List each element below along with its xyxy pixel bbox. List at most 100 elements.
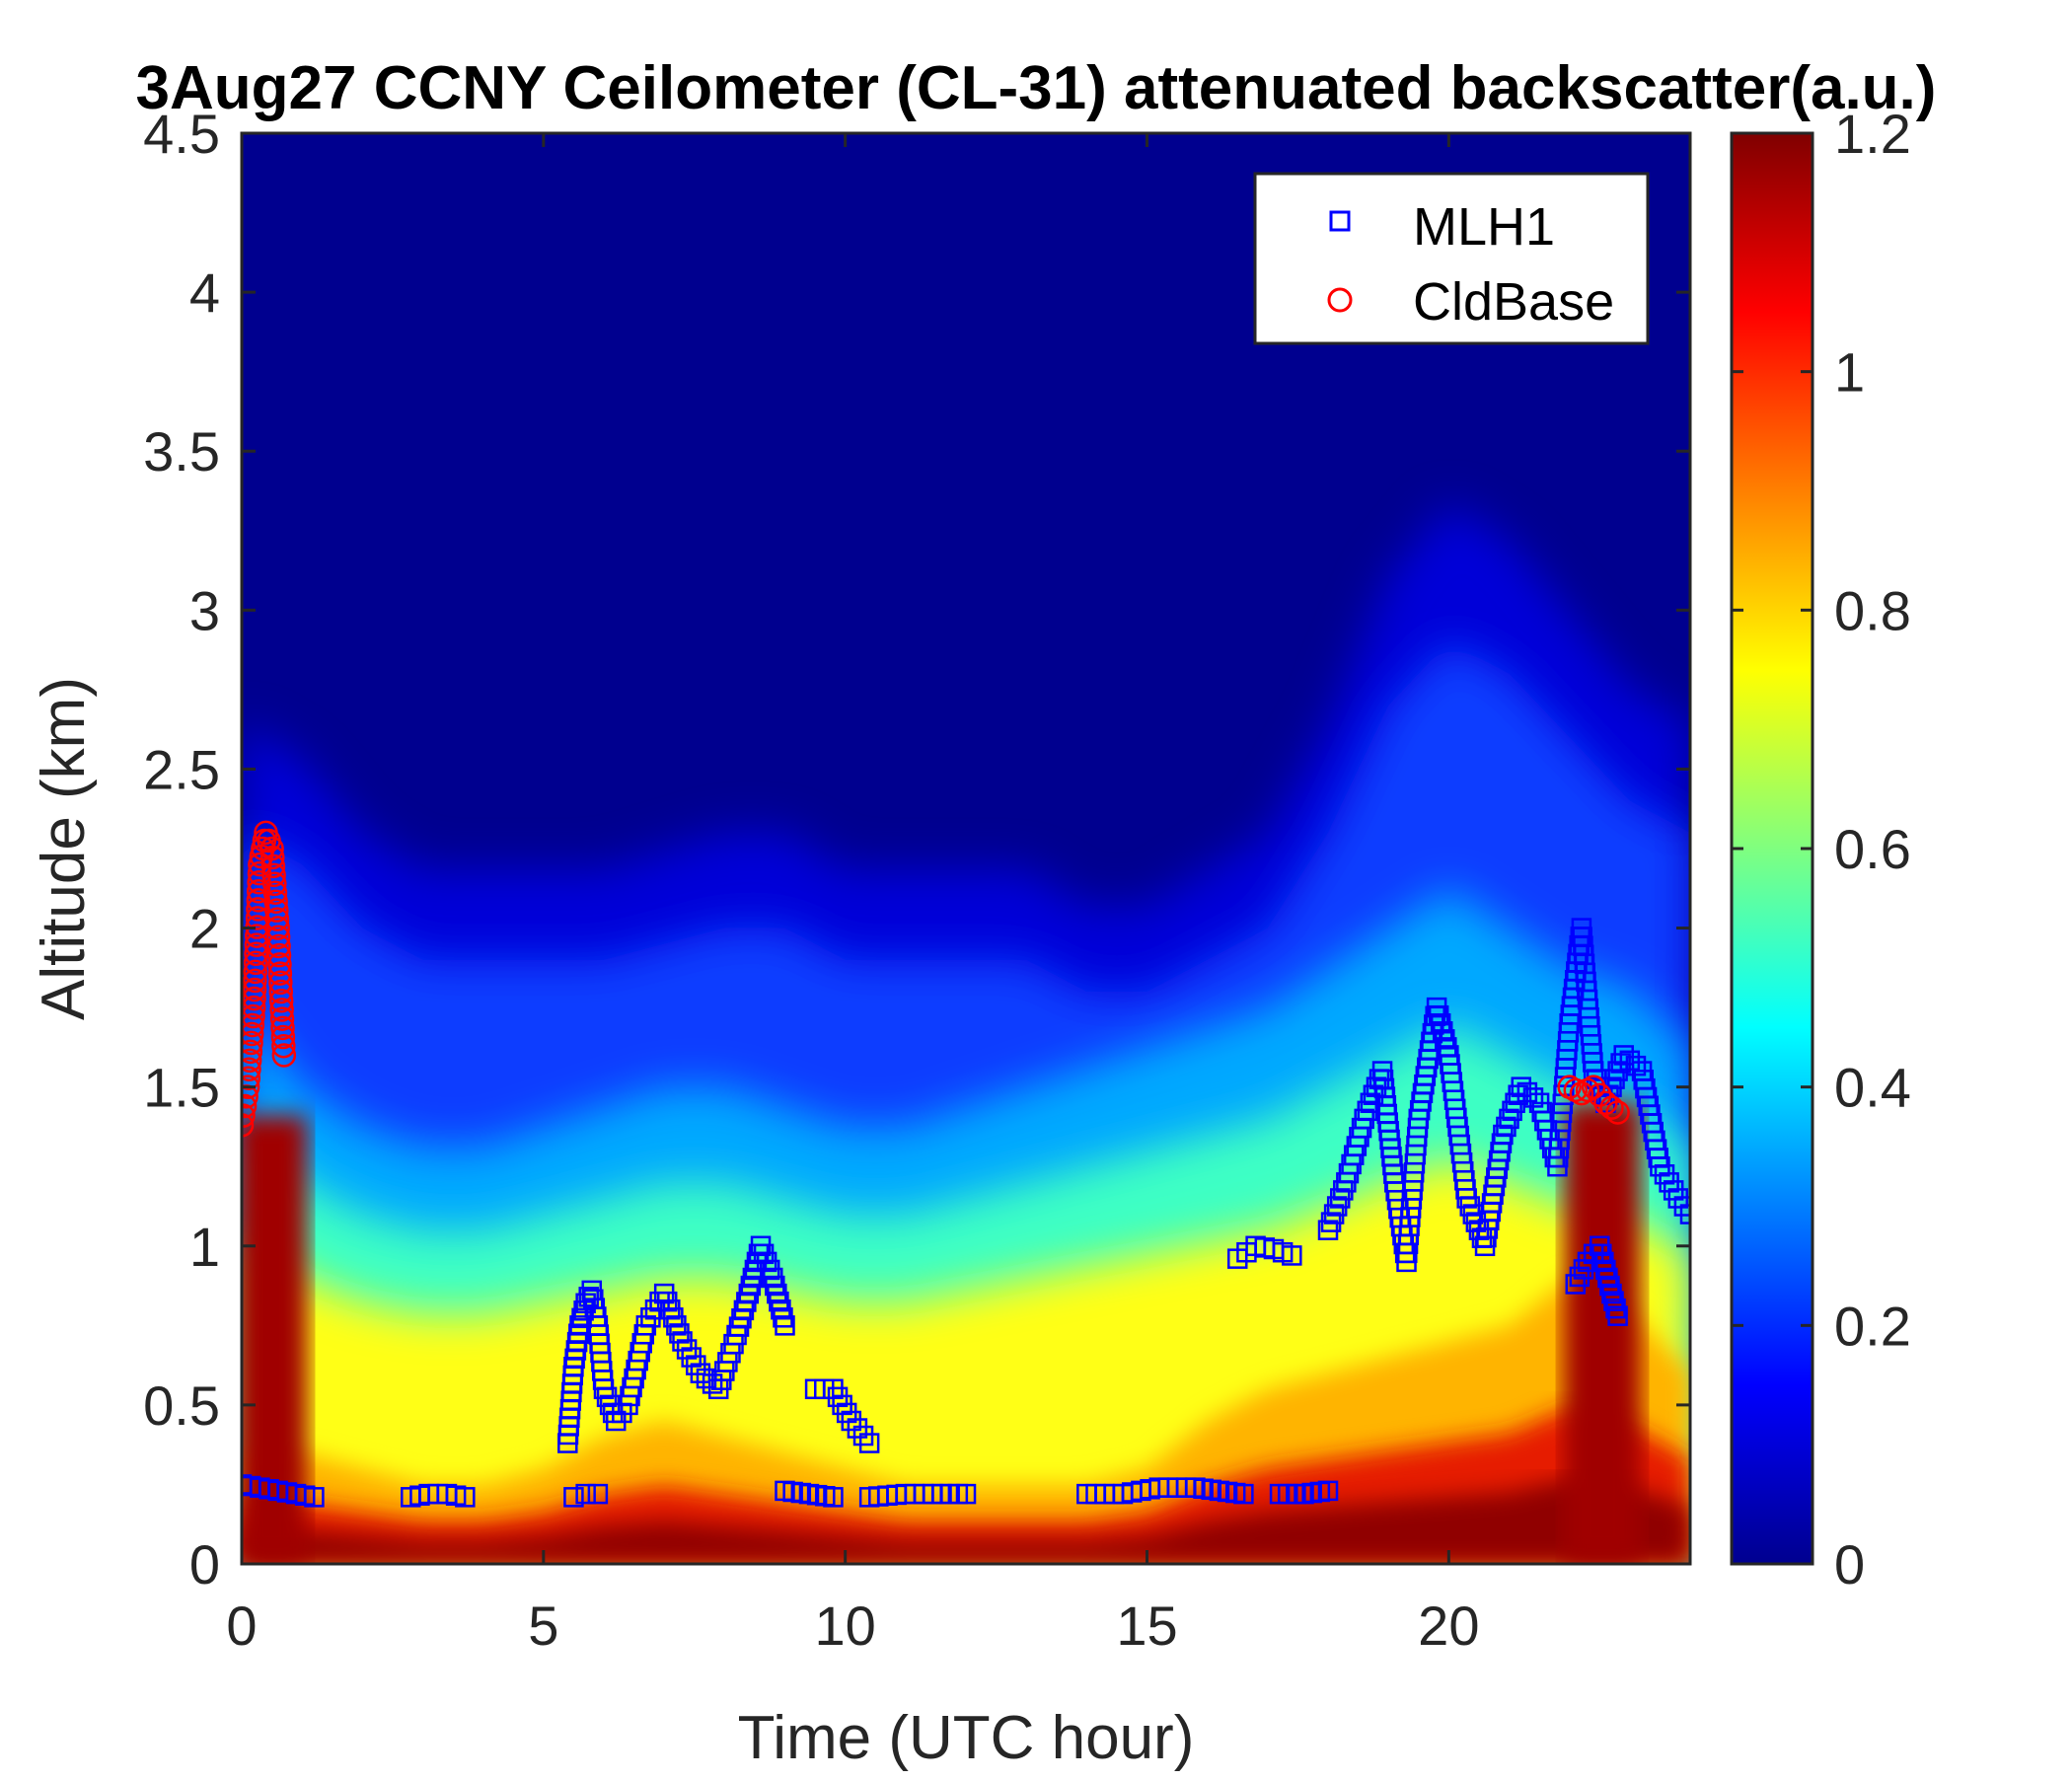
y-tick-label: 2.5: [143, 738, 220, 800]
cldbase-marker: [268, 988, 294, 1013]
mlh1-marker: [1673, 1196, 1690, 1217]
y-tick-label: 2: [189, 898, 220, 960]
legend-box: MLH1 CldBase: [1253, 172, 1650, 345]
mlh1-marker: [587, 1483, 609, 1505]
cldbase-marker: [261, 862, 286, 888]
cldbase-marker: [262, 871, 287, 897]
x-tick-label: 5: [528, 1595, 558, 1657]
colorbar-tick-label: 1: [1834, 341, 1865, 404]
cldbase-marker: [264, 898, 289, 923]
cldbase-marker: [243, 950, 268, 976]
heatmap-band-darkred: [242, 1478, 1690, 1564]
mlh1-marker: [1619, 1050, 1641, 1072]
y-axis-label: Altitude (km): [30, 677, 98, 1020]
cldbase-marker: [1593, 1090, 1618, 1116]
colorbar: 0 0.2 0.4 0.6 0.8 1 1.2: [1730, 103, 1911, 1595]
colorbar-tick-label: 0.2: [1834, 1295, 1911, 1357]
cldbase-marker: [266, 942, 292, 968]
mlh1-marker: [455, 1487, 476, 1508]
cldbase-marker: [242, 1103, 256, 1128]
mlh1-marker: [1233, 1483, 1254, 1505]
y-tick-label: 1: [189, 1216, 220, 1278]
x-axis-label: Time (UTC hour): [738, 1704, 1195, 1772]
x-tick-label: 15: [1116, 1595, 1177, 1657]
cldbase-marker: [1581, 1075, 1606, 1099]
cldbase-marker: [270, 1015, 295, 1041]
mlh1-marker: [1679, 1204, 1690, 1224]
y-tick-label: 0.5: [143, 1374, 220, 1437]
cldbase-marker: [271, 1033, 296, 1059]
cldbase-marker: [262, 880, 288, 906]
mlh1-marker: [1603, 1291, 1624, 1311]
x-tick-label: 20: [1418, 1595, 1479, 1657]
cldbase-marker: [270, 1024, 296, 1050]
cldbase-marker: [243, 968, 267, 994]
cldbase-marker: [263, 889, 288, 914]
mlh1-marker: [1511, 1076, 1531, 1097]
cldbase-marker: [1599, 1095, 1624, 1120]
mlh1-marker: [847, 1418, 868, 1439]
cldbase-marker: [268, 979, 294, 1004]
cldbase-marker: [242, 1093, 258, 1119]
cldbase-marker: [267, 961, 293, 986]
mlh1-marker: [852, 1425, 874, 1447]
cldbase-marker: [269, 998, 294, 1022]
chart-title: 3Aug27 CCNY Ceilometer (CL-31) attenuate…: [136, 54, 1937, 122]
mlh1-marker: [304, 1487, 325, 1508]
mlh1-marker: [1282, 1245, 1302, 1266]
cldbase-marker: [260, 845, 285, 870]
cldbase-marker: [244, 941, 268, 966]
colorbar-tick-label: 0: [1834, 1533, 1865, 1595]
cldbase-marker: [242, 1012, 265, 1038]
cldbase-marker: [271, 1043, 297, 1068]
mlh1-marker: [1601, 1283, 1622, 1304]
heatmap-field: [242, 133, 1690, 1564]
cldbase-marker: [242, 1113, 255, 1138]
mlh1-marker: [563, 1487, 584, 1508]
cldbase-marker: [259, 836, 284, 861]
mlh1-marker: [575, 1483, 596, 1505]
heatmap-cloud-signal: [1563, 1102, 1642, 1564]
cldbase-marker: [1588, 1082, 1612, 1107]
cldbase-marker: [242, 1039, 263, 1065]
mlh1-marker: [858, 1433, 880, 1453]
cldbase-marker: [242, 986, 266, 1011]
plot-frame: [240, 131, 1692, 1566]
cldbase-marker: [267, 952, 292, 977]
mlh1-marker: [955, 1483, 977, 1505]
colorbar-tick-label: 1.2: [1834, 103, 1911, 165]
cldbase-marker: [242, 977, 267, 1002]
legend-mlh1-label: MLH1: [1413, 197, 1555, 257]
cldbase-marker: [265, 925, 291, 950]
y-tick-label: 4: [189, 261, 220, 324]
cldbase-marker: [243, 959, 268, 985]
mlh1-marker: [1317, 1480, 1339, 1502]
x-tick-label: 0: [226, 1595, 257, 1657]
cldbase-marker: [266, 933, 291, 959]
cldbase-marker: [268, 970, 293, 996]
mlh1-marker: [1605, 1298, 1626, 1319]
mlh1-marker: [775, 1315, 795, 1336]
cldbase-marker: [264, 907, 290, 931]
cldbase-marker: [1605, 1100, 1630, 1125]
cldbase-marker: [242, 1066, 261, 1090]
x-axis: 0 5 10 15 20: [226, 133, 1479, 1657]
legend-mlh1-marker: [1329, 210, 1351, 232]
cldbase-marker: [265, 916, 290, 940]
mlh1-marker: [1517, 1081, 1538, 1103]
colorbar-tick-label: 0.6: [1834, 818, 1911, 880]
colorbar-tick-label: 0.8: [1834, 579, 1911, 641]
cldbase-marker: [242, 1075, 260, 1099]
mlh1-marker: [578, 1287, 599, 1307]
marker-layer: [242, 820, 1690, 1508]
mlh1-marker: [841, 1410, 862, 1432]
y-tick-label: 3.5: [143, 420, 220, 482]
mlh1-marker: [1613, 1045, 1634, 1066]
colorbar-tick-label: 0.4: [1834, 1057, 1911, 1119]
mlh1-marker: [823, 1487, 844, 1508]
y-tick-label: 3: [189, 579, 220, 641]
y-axis: 0 0.5 1 1.5 2 2.5 3 3.5 4 4.5: [143, 103, 1690, 1595]
cldbase-marker: [242, 1030, 263, 1056]
